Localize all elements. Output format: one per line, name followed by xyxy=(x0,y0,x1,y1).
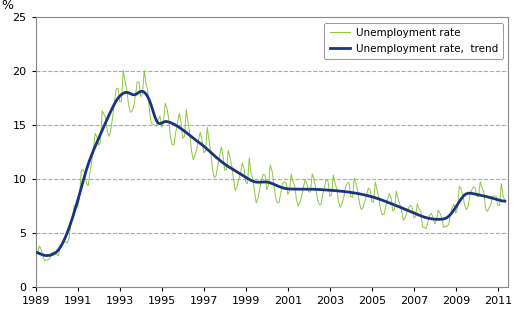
Unemployment rate xyxy=(71,204,77,207)
Unemployment rate xyxy=(42,259,48,262)
Unemployment rate,  trend xyxy=(94,140,100,144)
Line: Unemployment rate: Unemployment rate xyxy=(36,71,505,261)
Unemployment rate xyxy=(206,138,212,141)
Unemployment rate,  trend xyxy=(43,254,49,257)
Unemployment rate,  trend xyxy=(316,188,322,191)
Unemployment rate xyxy=(316,203,322,207)
Unemployment rate xyxy=(59,241,65,245)
Unemployment rate,  trend xyxy=(33,251,39,254)
Unemployment rate,  trend xyxy=(502,199,508,203)
Unemployment rate xyxy=(33,250,39,254)
Unemployment rate xyxy=(94,135,100,139)
Unemployment rate,  trend xyxy=(206,149,212,153)
Unemployment rate,  trend xyxy=(339,189,345,193)
Line: Unemployment rate,  trend: Unemployment rate, trend xyxy=(36,91,505,256)
Unemployment rate xyxy=(502,199,508,202)
Legend: Unemployment rate, Unemployment rate,  trend: Unemployment rate, Unemployment rate, tr… xyxy=(324,22,503,59)
Y-axis label: %: % xyxy=(2,0,13,12)
Unemployment rate xyxy=(120,69,126,72)
Unemployment rate,  trend xyxy=(59,242,65,246)
Unemployment rate xyxy=(339,202,345,205)
Unemployment rate,  trend xyxy=(140,90,146,93)
Unemployment rate,  trend xyxy=(71,211,77,214)
